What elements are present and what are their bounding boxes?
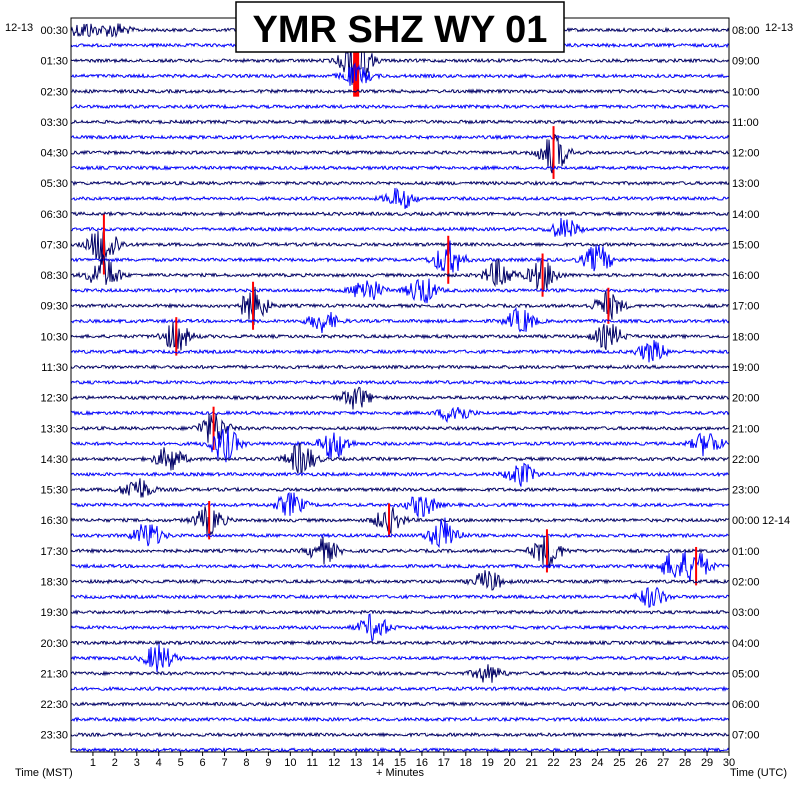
helicorder-chart: 1 2 3 4 5 6 7 8 9 10 11 12 13 14 15 16 17 18 19 20 21 22 23 24 2… <box>0 0 800 800</box>
chart-background <box>0 0 800 800</box>
